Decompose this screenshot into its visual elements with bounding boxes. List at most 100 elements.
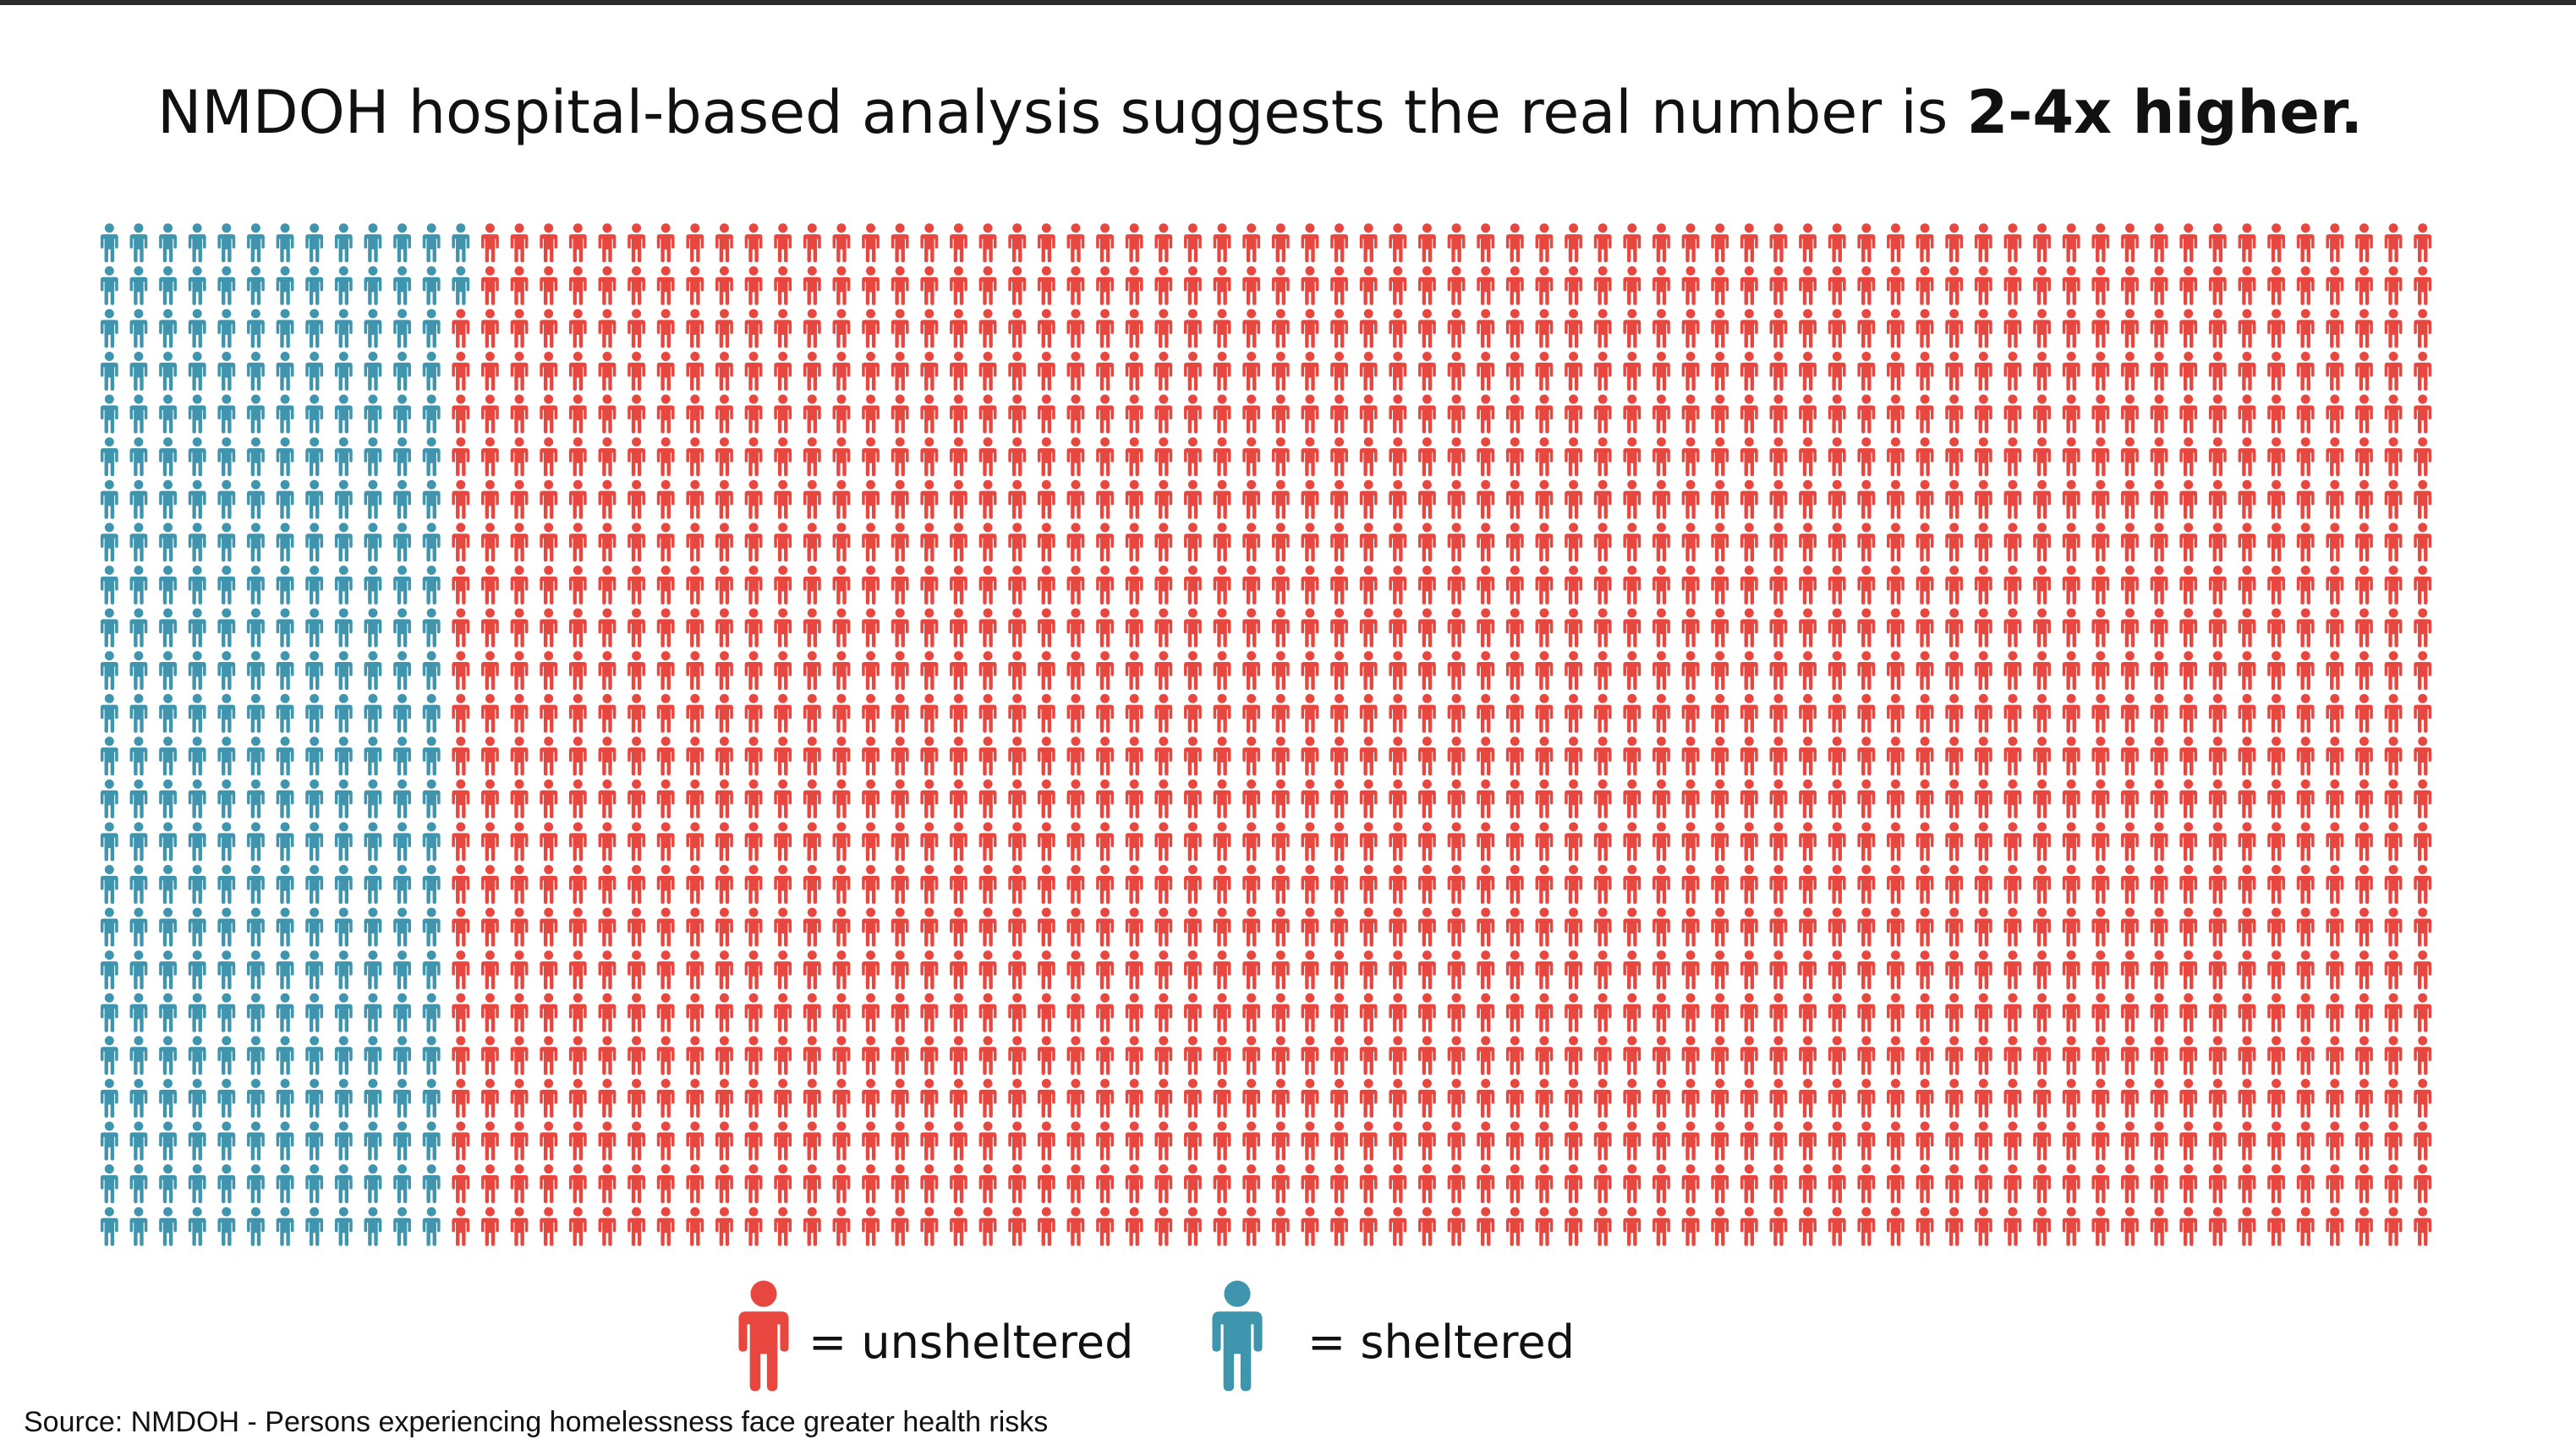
person-icon-sheltered: [247, 309, 265, 348]
person-icon-unsheltered: [1593, 265, 1612, 305]
person-icon-unsheltered: [832, 950, 851, 990]
person-icon-unsheltered: [1887, 479, 1905, 519]
person-icon-unsheltered: [598, 1121, 617, 1161]
person-icon-sheltered: [247, 822, 265, 862]
person-icon-unsheltered: [2296, 865, 2315, 905]
person-icon-unsheltered: [2062, 779, 2080, 818]
person-icon-unsheltered: [2414, 479, 2432, 519]
person-icon-unsheltered: [891, 1078, 909, 1118]
person-icon-unsheltered: [1008, 1206, 1027, 1246]
person-icon-unsheltered: [481, 865, 499, 905]
person-icon-unsheltered: [2208, 265, 2227, 305]
person-icon-unsheltered: [2208, 352, 2227, 391]
person-icon-unsheltered: [1799, 907, 1817, 947]
person-icon-unsheltered: [1974, 1121, 1992, 1161]
person-icon-unsheltered: [540, 693, 558, 733]
person-icon-unsheltered: [1565, 950, 1582, 990]
person-icon-unsheltered: [891, 693, 909, 733]
person-icon-sheltered: [188, 1078, 206, 1118]
person-icon-unsheltered: [2208, 950, 2227, 990]
person-icon-unsheltered: [862, 523, 880, 562]
person-icon-unsheltered: [744, 693, 763, 733]
person-icon-unsheltered: [1447, 1121, 1466, 1161]
person-icon-unsheltered: [1711, 1164, 1729, 1204]
person-icon-unsheltered: [1974, 950, 1992, 990]
person-icon-unsheltered: [1008, 651, 1027, 691]
person-icon-unsheltered: [950, 907, 967, 947]
person-icon-unsheltered: [1213, 907, 1231, 947]
person-icon-unsheltered: [1535, 993, 1554, 1032]
person-icon-unsheltered: [1711, 479, 1729, 519]
person-icon-unsheltered: [1916, 394, 1934, 434]
person-icon-sheltered: [305, 736, 324, 776]
person-icon-unsheltered: [1330, 736, 1348, 776]
person-icon-unsheltered: [1066, 394, 1085, 434]
person-icon-sheltered: [305, 822, 324, 862]
person-icon-unsheltered: [891, 779, 909, 818]
person-icon-sheltered: [364, 223, 382, 263]
person-icon-unsheltered: [2150, 565, 2168, 605]
person-icon-unsheltered: [2296, 1121, 2315, 1161]
person-icon-unsheltered: [1418, 779, 1436, 818]
person-icon-unsheltered: [568, 950, 587, 990]
person-icon-sheltered: [217, 1164, 236, 1204]
person-icon-unsheltered: [2267, 523, 2285, 562]
person-icon-unsheltered: [2414, 993, 2432, 1032]
person-icon-unsheltered: [2326, 523, 2344, 562]
person-icon-unsheltered: [2208, 565, 2227, 605]
person-icon-unsheltered: [2355, 1164, 2373, 1204]
person-icon-unsheltered: [1447, 993, 1466, 1032]
person-icon-unsheltered: [2121, 993, 2139, 1032]
person-icon-sheltered: [393, 950, 411, 990]
person-icon-unsheltered: [2296, 265, 2315, 305]
person-icon-unsheltered: [656, 352, 675, 391]
person-icon-unsheltered: [1096, 352, 1114, 391]
person-icon-sheltered: [422, 779, 441, 818]
person-icon-unsheltered: [1213, 479, 1231, 519]
person-icon-unsheltered: [1740, 1164, 1758, 1204]
person-icon-unsheltered: [2384, 1206, 2403, 1246]
person-icon-unsheltered: [1125, 479, 1143, 519]
person-icon-unsheltered: [920, 1078, 939, 1118]
person-icon-unsheltered: [2179, 1164, 2198, 1204]
person-icon-unsheltered: [1008, 993, 1027, 1032]
person-icon-unsheltered: [1447, 865, 1466, 905]
person-icon-unsheltered: [598, 779, 617, 818]
person-icon-unsheltered: [715, 523, 733, 562]
person-icon-sheltered: [217, 907, 236, 947]
person-icon-unsheltered: [920, 608, 939, 648]
title-text: NMDOH hospital-based analysis suggests t…: [157, 78, 1948, 147]
person-icon-unsheltered: [2296, 309, 2315, 348]
person-icon-unsheltered: [1945, 651, 1964, 691]
person-icon-unsheltered: [481, 223, 499, 263]
person-icon-unsheltered: [1447, 608, 1466, 648]
person-icon-unsheltered: [2121, 352, 2139, 391]
person-icon-unsheltered: [1769, 1164, 1788, 1204]
person-icon-unsheltered: [2414, 608, 2432, 648]
person-icon-sheltered: [159, 693, 177, 733]
person-icon-unsheltered: [686, 479, 704, 519]
person-icon-unsheltered: [1769, 822, 1788, 862]
person-icon-unsheltered: [1916, 1206, 1934, 1246]
person-icon-unsheltered: [1125, 608, 1143, 648]
person-icon-unsheltered: [2179, 223, 2198, 263]
person-icon-unsheltered: [715, 565, 733, 605]
person-icon-unsheltered: [2355, 309, 2373, 348]
person-icon-unsheltered: [2296, 907, 2315, 947]
person-icon-unsheltered: [2062, 950, 2080, 990]
person-icon-unsheltered: [2208, 608, 2227, 648]
person-icon-unsheltered: [2238, 608, 2256, 648]
person-icon-unsheltered: [950, 779, 967, 818]
legend-icon-body: [738, 1311, 789, 1392]
person-icon-unsheltered: [1184, 822, 1202, 862]
person-icon-unsheltered: [1066, 1078, 1085, 1118]
person-icon-unsheltered: [774, 352, 792, 391]
person-icon-unsheltered: [452, 1078, 470, 1118]
person-icon-unsheltered: [2267, 265, 2285, 305]
person-icon-unsheltered: [1359, 993, 1378, 1032]
person-icon-sheltered: [364, 736, 382, 776]
person-icon-unsheltered: [1008, 907, 1027, 947]
person-icon-unsheltered: [2208, 865, 2227, 905]
person-icon-unsheltered: [1037, 309, 1055, 348]
person-icon-unsheltered: [1974, 651, 1992, 691]
